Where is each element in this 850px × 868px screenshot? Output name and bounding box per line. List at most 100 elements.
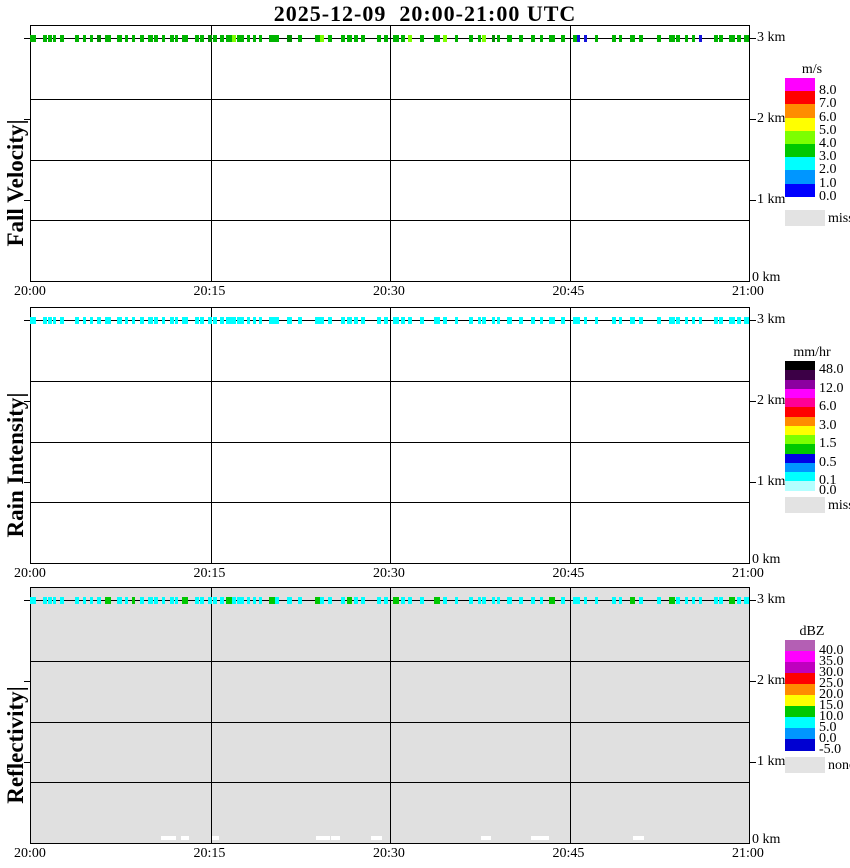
x-tick-label: 20:45 [552, 846, 585, 861]
v-gridline [390, 588, 391, 843]
echo-dash [354, 35, 358, 42]
x-tick-label: 20:45 [552, 284, 585, 299]
y-tick-label: 1 km [757, 754, 786, 769]
echo-dash [199, 317, 204, 324]
colorbar-segment [785, 739, 815, 751]
echo-dash [82, 597, 87, 604]
v-gridline [210, 308, 212, 563]
x-tick-label: 20:15 [193, 566, 226, 581]
colorbar-tick-label: 1.5 [819, 436, 837, 452]
echo-dash [347, 35, 352, 42]
colorbar-segment [785, 416, 815, 427]
low-gate-mark [632, 836, 644, 840]
echo-dash [594, 317, 599, 324]
colorbar-unit-rain-intensity: mm/hr [793, 345, 831, 360]
echo-dash [52, 317, 57, 324]
panel-fall-velocity [30, 25, 750, 282]
echo-dash [361, 317, 366, 324]
echo-dash [714, 35, 719, 42]
echo-dash [657, 597, 661, 604]
echo-dash [576, 597, 580, 604]
echo-dash [117, 35, 122, 42]
km-tick-right [750, 600, 756, 601]
echo-dash [199, 597, 204, 604]
echo-dash [400, 597, 405, 604]
echo-dash [161, 35, 166, 42]
colorbar-segment [785, 104, 815, 119]
km-tick-right [750, 762, 756, 763]
echo-dash [237, 317, 245, 324]
echo-dash [208, 35, 212, 42]
echo-dash [131, 35, 136, 42]
echo-dash [469, 597, 473, 604]
colorbar-segment [785, 728, 815, 740]
echo-dash [442, 35, 448, 42]
echo-dash [408, 35, 413, 42]
echo-dash [400, 317, 405, 324]
echo-dash [47, 317, 52, 324]
echo-dash [361, 597, 366, 604]
km-tick-left [24, 401, 30, 402]
echo-dash [584, 597, 588, 604]
echo-dash [377, 597, 382, 604]
echo-dash [154, 317, 159, 324]
echo-dash [539, 35, 544, 42]
echo-dash [549, 317, 556, 324]
colorbar-missing-label: miss [828, 498, 850, 513]
echo-dash [97, 597, 101, 604]
colorbar-segment [785, 651, 815, 663]
echo-dash [420, 35, 424, 42]
colorbar-segment [785, 684, 815, 696]
colorbar-segment [785, 361, 815, 371]
echo-dash [89, 35, 94, 42]
v-gridline [390, 308, 391, 563]
low-gate-mark [211, 836, 219, 840]
v-gridline [569, 26, 571, 281]
echo-dash [226, 35, 233, 42]
echo-dash [117, 597, 122, 604]
colorbar-segment [785, 388, 815, 399]
echo-dash [482, 317, 486, 324]
colorbar-segment [785, 435, 815, 445]
echo-dash [698, 597, 702, 604]
echo-dash [442, 597, 448, 604]
echo-dash [43, 597, 47, 604]
echo-dash [611, 317, 616, 324]
y-tick-label: 3 km [757, 592, 786, 607]
echo-dash [629, 597, 636, 604]
echo-dash [477, 317, 482, 324]
v-gridline [569, 588, 571, 843]
echo-dash [298, 597, 302, 604]
echo-dash [124, 597, 129, 604]
echo-dash [611, 597, 616, 604]
echo-dash [639, 35, 643, 42]
echo-dash [584, 317, 588, 324]
colorbar-missing-patch [785, 497, 825, 513]
low-gate-mark [480, 836, 491, 840]
colorbar-tick-label: 20.0 [819, 687, 844, 702]
echo-dash [434, 597, 441, 604]
echo-dash [392, 35, 399, 42]
echo-dash [482, 597, 486, 604]
echo-dash [573, 35, 577, 42]
echo-dash [676, 597, 680, 604]
colorbar-tick-label: 5.0 [819, 122, 837, 138]
colorbar-tick-label: 7.0 [819, 96, 837, 112]
colorbar-segment [785, 481, 815, 491]
echo-dash [629, 35, 636, 42]
colorbar-segment [785, 462, 815, 473]
echo-dash [89, 317, 94, 324]
echo-dash [97, 35, 101, 42]
echo-dash [519, 597, 523, 604]
echo-dash [539, 317, 544, 324]
echo-dash [531, 317, 535, 324]
v-gridline [390, 26, 391, 281]
echo-dash [89, 597, 94, 604]
echo-dash [75, 317, 80, 324]
echo-dash [298, 35, 302, 42]
echo-dash [477, 35, 482, 42]
echo-dash [354, 597, 358, 604]
echo-dash [669, 317, 675, 324]
colorbar-tick-label: 5.0 [819, 720, 837, 735]
